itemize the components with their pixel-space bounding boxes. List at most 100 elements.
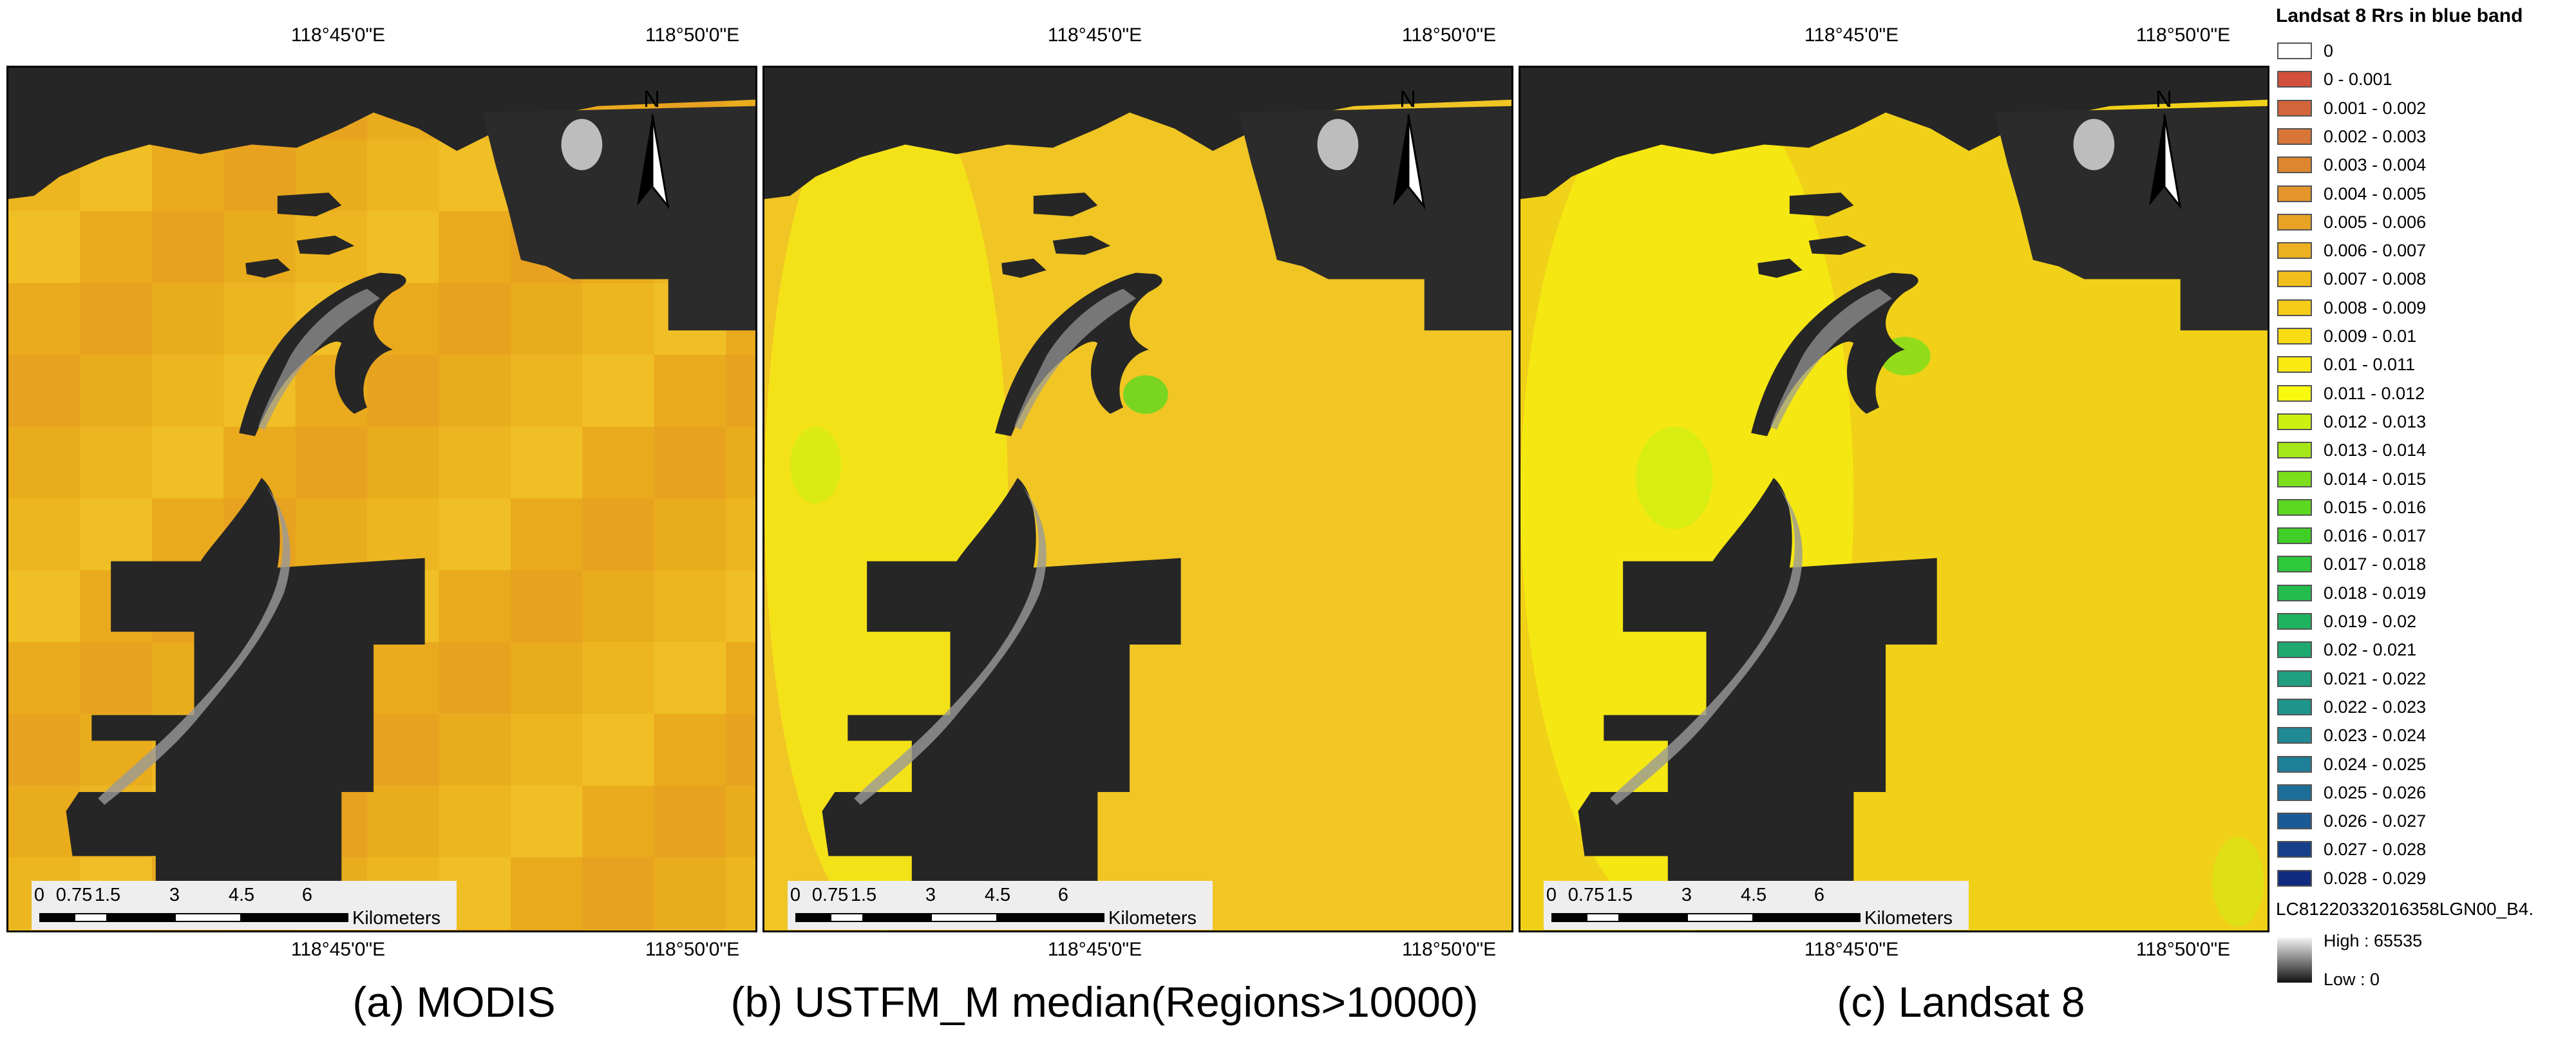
scale-tick-label: 3 xyxy=(925,885,936,905)
modis-pixel xyxy=(367,713,439,786)
legend-item: 0.015 - 0.016 xyxy=(2276,494,2576,520)
modis-pixel xyxy=(510,355,583,427)
legend-swatch xyxy=(2277,613,2312,630)
legend-swatch xyxy=(2277,242,2312,259)
modis-pixel xyxy=(582,426,654,499)
modis-pixel xyxy=(510,786,583,858)
land-mass xyxy=(1757,258,1803,278)
modis-pixel xyxy=(295,426,368,499)
modis-pixel xyxy=(726,570,755,643)
modis-pixel xyxy=(726,498,755,571)
legend-label: 0.013 - 0.014 xyxy=(2324,440,2427,460)
north-arrow-icon: N xyxy=(2139,84,2190,212)
modis-pixel xyxy=(151,426,224,499)
legend-label: 0.006 - 0.007 xyxy=(2324,241,2427,261)
legend-item: 0.006 - 0.007 xyxy=(2276,237,2576,263)
land-mass xyxy=(822,478,1181,914)
scale-segment xyxy=(242,913,307,922)
scale-tick-label: 4.5 xyxy=(1740,885,1767,905)
land-mass xyxy=(296,235,355,255)
modis-pixel xyxy=(654,786,726,858)
legend-label: 0.004 - 0.005 xyxy=(2324,184,2427,203)
land-mass xyxy=(995,272,1162,437)
modis-pixel xyxy=(80,426,152,499)
scale-unit-label: Kilometers xyxy=(352,908,440,929)
scale-segment xyxy=(1063,913,1104,922)
tidal-flat xyxy=(854,484,1046,805)
scale-tick-label: 3 xyxy=(1681,885,1692,905)
scale-segment xyxy=(1620,913,1687,922)
north-arrow-label: N xyxy=(1399,86,1416,112)
turbidity-patch xyxy=(2212,836,2264,927)
modis-pixel xyxy=(510,642,583,714)
legend-label: 0.026 - 0.027 xyxy=(2324,811,2427,831)
modis-pixel xyxy=(582,355,654,427)
modis-pixel xyxy=(80,498,152,571)
modis-pixel xyxy=(151,211,224,283)
land-mass xyxy=(1994,106,2268,331)
legend-label: 0.007 - 0.008 xyxy=(2324,269,2427,289)
legend-swatch xyxy=(2277,470,2312,487)
legend-item: 0.022 - 0.023 xyxy=(2276,693,2576,719)
modis-pixel xyxy=(367,139,439,212)
legend-label: 0.008 - 0.009 xyxy=(2324,297,2427,317)
legend-layer-name: LC81220332016358LGN00_B4. xyxy=(2276,899,2534,919)
tidal-flat xyxy=(1014,288,1137,430)
legend-label: 0.019 - 0.02 xyxy=(2324,612,2417,631)
turbidity-patch xyxy=(1636,426,1713,529)
modis-pixel xyxy=(510,570,583,643)
scale-bar: 0 0.75 1.5 3 4.5 6 Kilometers xyxy=(788,881,1213,930)
top-coord-label: 118°45'0"E xyxy=(290,24,386,46)
legend-item: 0 xyxy=(2276,37,2576,63)
scale-tick-label: 1.5 xyxy=(94,885,121,905)
modis-pixel xyxy=(726,857,755,930)
modis-pixel xyxy=(654,355,726,427)
turbidity-patch xyxy=(1123,375,1168,414)
modis-pixel xyxy=(510,498,583,571)
scale-tick-label: 0.75 xyxy=(811,885,849,905)
legend-swatch xyxy=(2277,670,2312,687)
modis-pixel xyxy=(8,570,80,643)
legend-swatch xyxy=(2277,556,2312,573)
legend-label: 0.009 - 0.01 xyxy=(2324,326,2417,346)
top-coord-label: 118°45'0"E xyxy=(1804,24,1899,46)
tidal-flat xyxy=(1770,288,1893,430)
tidal-flat xyxy=(98,484,290,805)
modis-pixel xyxy=(654,570,726,643)
scale-unit-label: Kilometers xyxy=(1108,908,1197,929)
legend-item: 0.008 - 0.009 xyxy=(2276,294,2576,320)
land-mass xyxy=(1789,193,1854,216)
legend-item: 0.016 - 0.017 xyxy=(2276,522,2576,548)
scale-segment xyxy=(830,913,864,922)
scale-bar: 0 0.75 1.5 3 4.5 6 Kilometers xyxy=(32,881,457,930)
legend-label: 0.016 - 0.017 xyxy=(2324,526,2427,546)
scale-segment xyxy=(998,913,1063,922)
scale-segment xyxy=(1687,913,1754,922)
legend-swatch xyxy=(2277,413,2312,430)
legend-swatch xyxy=(2277,584,2312,601)
legend-swatch xyxy=(2277,384,2312,402)
modis-pixel xyxy=(654,426,726,499)
legend-swatch xyxy=(2277,813,2312,830)
modis-pixel xyxy=(726,355,755,427)
modis-pixel xyxy=(80,642,152,714)
modis-pixel xyxy=(582,713,654,786)
modis-pixel xyxy=(726,713,755,786)
modis-pixel xyxy=(8,283,80,355)
legend-item: 0.025 - 0.026 xyxy=(2276,779,2576,805)
legend-item: 0.017 - 0.018 xyxy=(2276,551,2576,576)
legend-label: 0.024 - 0.025 xyxy=(2324,754,2427,774)
modis-pixel xyxy=(726,929,755,930)
modis-pixel xyxy=(295,929,368,930)
legend-label: 0.023 - 0.024 xyxy=(2324,726,2427,746)
top-coord-label: 118°50'0"E xyxy=(1401,24,1497,46)
scale-tick-label: 4.5 xyxy=(228,885,255,905)
scale-tick-label: 1.5 xyxy=(1606,885,1633,905)
legend-label: 0.017 - 0.018 xyxy=(2324,554,2427,574)
modis-pixel xyxy=(582,929,654,930)
legend-item: 0.013 - 0.014 xyxy=(2276,437,2576,462)
modis-pixel xyxy=(726,642,755,714)
legend-item: 0.003 - 0.004 xyxy=(2276,151,2576,177)
top-coord-label: 118°50'0"E xyxy=(2136,24,2231,46)
legend-label: 0.012 - 0.013 xyxy=(2324,411,2427,431)
